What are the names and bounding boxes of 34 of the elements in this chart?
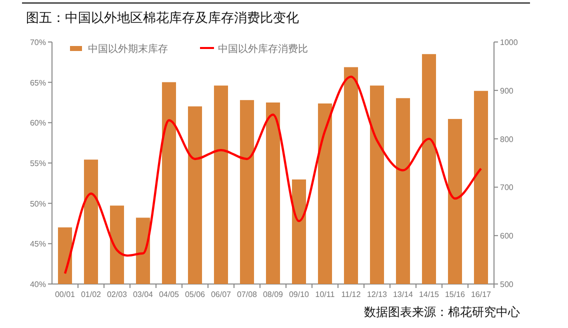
x-tick-label: 11/12 [341,290,362,299]
y2-tick-label: 1000 [500,38,518,47]
x-tick-label: 15/16 [444,290,466,299]
y2-tick-label: 500 [500,280,514,289]
y-tick-label: 70% [30,38,46,47]
y-tick-label: 55% [30,159,46,168]
legend-label: 中国以外期末库存 [88,43,168,55]
x-tick-label: 04/05 [158,290,180,299]
chart-title: 图五：中国以外地区棉花库存及库存消费比变化 [26,10,299,25]
x-tick-label: 06/07 [210,290,232,299]
x-tick-label: 05/06 [184,290,206,299]
x-tick-label: 03/04 [132,290,154,299]
x-tick-label: 00/01 [54,290,76,299]
legend-label: 中国以外库存消费比 [218,43,308,55]
y-tick-label: 50% [30,199,46,208]
x-tick-label: 08/09 [262,290,284,299]
x-tick-label: 13/14 [392,290,414,299]
y2-tick-label: 900 [500,86,514,96]
y2-tick-label: 700 [500,183,514,192]
y-tick-label: 45% [30,240,46,249]
y-tick-label: 40% [30,280,46,289]
x-tick-label: 07/08 [236,290,258,299]
x-tick-label: 14/15 [418,290,440,299]
y-tick-label: 65% [30,78,46,88]
x-tick-label: 09/10 [288,290,310,299]
x-tick-label: 02/03 [106,290,128,299]
x-tick-label: 10/11 [315,290,336,299]
y-tick-label: 60% [30,118,46,128]
x-tick-label: 12/13 [366,290,388,299]
text: 数据图表来源：棉花研究中心 [364,305,520,319]
x-tick-label: 01/02 [80,290,102,299]
x-tick-label: 16/17 [470,290,492,299]
y2-tick-label: 800 [500,134,514,144]
y2-tick-label: 600 [500,232,514,241]
